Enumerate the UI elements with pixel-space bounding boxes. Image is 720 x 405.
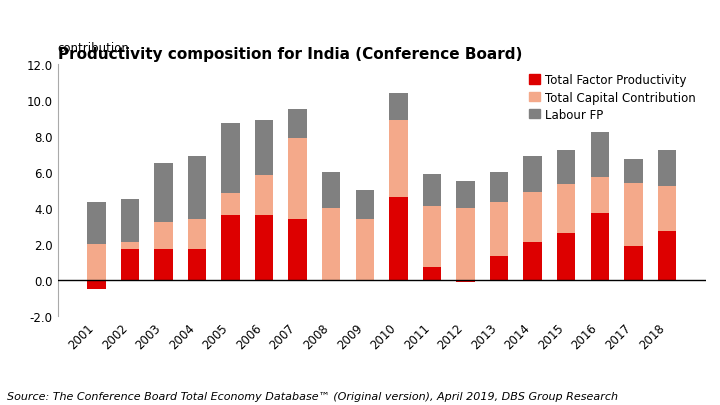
- Bar: [456, 280, 474, 282]
- Bar: [255, 120, 274, 176]
- Bar: [221, 215, 240, 280]
- Bar: [356, 219, 374, 280]
- Bar: [490, 257, 508, 280]
- Bar: [657, 151, 676, 187]
- Bar: [624, 246, 642, 280]
- Bar: [624, 160, 642, 183]
- Bar: [389, 94, 408, 120]
- Bar: [523, 156, 542, 192]
- Bar: [289, 219, 307, 280]
- Bar: [322, 208, 341, 280]
- Bar: [423, 174, 441, 207]
- Text: contribution: contribution: [58, 42, 130, 55]
- Bar: [154, 249, 173, 280]
- Bar: [289, 110, 307, 139]
- Bar: [255, 176, 274, 215]
- Bar: [221, 124, 240, 194]
- Bar: [590, 214, 609, 280]
- Bar: [590, 178, 609, 214]
- Bar: [657, 232, 676, 280]
- Bar: [490, 203, 508, 257]
- Text: Productivity composition for India (Conference Board): Productivity composition for India (Conf…: [58, 47, 522, 62]
- Bar: [221, 194, 240, 215]
- Bar: [121, 199, 139, 242]
- Bar: [557, 185, 575, 233]
- Legend: Total Factor Productivity, Total Capital Contribution, Labour FP: Total Factor Productivity, Total Capital…: [526, 71, 700, 125]
- Bar: [423, 207, 441, 267]
- Bar: [87, 203, 106, 244]
- Bar: [557, 151, 575, 185]
- Bar: [523, 192, 542, 242]
- Bar: [456, 181, 474, 208]
- Bar: [389, 198, 408, 280]
- Bar: [289, 139, 307, 219]
- Bar: [322, 173, 341, 208]
- Bar: [356, 190, 374, 219]
- Bar: [154, 223, 173, 249]
- Bar: [490, 173, 508, 203]
- Bar: [590, 133, 609, 178]
- Bar: [423, 267, 441, 280]
- Bar: [557, 233, 575, 280]
- Bar: [523, 242, 542, 280]
- Bar: [255, 215, 274, 280]
- Bar: [188, 219, 206, 249]
- Text: Source: The Conference Board Total Economy Database™ (Original version), April 2: Source: The Conference Board Total Econo…: [7, 391, 618, 401]
- Bar: [154, 164, 173, 223]
- Bar: [456, 208, 474, 280]
- Bar: [624, 183, 642, 246]
- Bar: [188, 156, 206, 219]
- Bar: [121, 242, 139, 249]
- Bar: [188, 249, 206, 280]
- Bar: [87, 244, 106, 280]
- Bar: [657, 187, 676, 232]
- Bar: [87, 280, 106, 289]
- Bar: [121, 249, 139, 280]
- Bar: [389, 120, 408, 198]
